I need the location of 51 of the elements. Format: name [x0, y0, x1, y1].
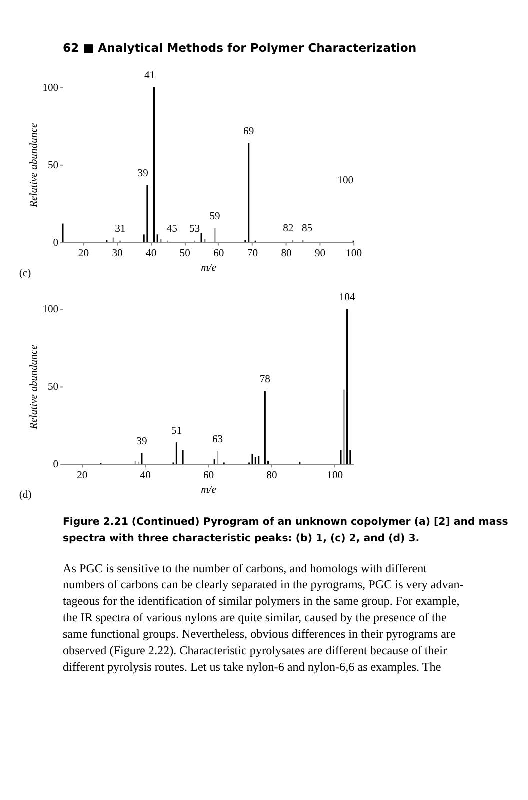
x-tick-label: 60: [203, 470, 214, 482]
x-tick-label: 80: [266, 470, 278, 482]
x-tick-label: 80: [281, 248, 292, 260]
x-axis-title: m/e: [201, 262, 217, 274]
text: observed (Figure 2.22). Characteristic pyrolysates are different because of their: [62, 644, 448, 658]
annotation: 63: [212, 434, 224, 446]
text: numbers of carbons can be clearly separated in the pyrograms, PGC is very advan-: [62, 578, 464, 592]
x-tick-label: 40: [140, 470, 151, 482]
annotation: 85: [302, 223, 313, 234]
annotation: 82: [283, 223, 294, 234]
x-tick-label: 100: [346, 248, 362, 260]
text: (c): [19, 268, 32, 280]
text: spectra with three characteristic peaks: (b) 1, (c) 2, and (d) 3.: [62, 533, 420, 544]
annotation: 45: [166, 224, 178, 236]
y-axis-title: Relative abundance: [28, 344, 40, 430]
annotation: 78: [260, 374, 270, 386]
x-tick-label: 100: [327, 470, 344, 482]
caption: Figure 2.21 (Continued) Pyrogram of an unknown copolymer (a) [2] and mass: [62, 516, 508, 528]
x-tick-label: 60: [214, 248, 224, 260]
x-tick-label: 20: [77, 470, 88, 482]
annotation: 100: [338, 175, 354, 186]
x-tick-label: 50: [180, 248, 190, 260]
x-tick-label: 20: [78, 248, 90, 260]
annotation: 69: [244, 126, 254, 138]
annotation: 104: [339, 292, 356, 304]
annotation: 39: [136, 436, 148, 448]
x-tick-label: 90: [314, 248, 326, 260]
annotation: 59: [210, 212, 220, 223]
y-tick-label: 0: [53, 460, 59, 471]
x-tick-label: 70: [247, 248, 258, 260]
y-tick-label: 50: [48, 160, 59, 172]
text: different pyrolysis routes. Let us take nylon-6 and nylon-6,6 as examples. The: [62, 660, 442, 674]
text: same functional groups. Nevertheless, obvious differences in their pyrograms are: [62, 627, 456, 642]
annotation: 39: [138, 168, 148, 180]
text: (d): [19, 490, 32, 502]
y-tick-label: 100: [42, 82, 59, 94]
text: 62 ■ Analytical Methods for Polymer Characterization: [62, 41, 417, 56]
text: As PGC is sensitive to the number of carbons, and homologs with different: [62, 561, 428, 576]
x-axis-title: m/e: [201, 484, 217, 496]
annotation: 31: [115, 224, 126, 236]
x-tick-label: 30: [112, 248, 123, 260]
y-tick-label: 50: [48, 382, 59, 394]
annotation: 53: [189, 224, 200, 236]
annotation: 41: [144, 70, 156, 82]
x-tick-label: 40: [146, 248, 157, 260]
annotation: 51: [171, 426, 182, 437]
y-tick-label: 100: [42, 304, 59, 316]
text: tageous for the identification of similar polymers in the same group. For example,: [62, 594, 460, 608]
y-axis-title: Relative abundance: [28, 123, 40, 208]
text: the IR spectra of various nylons are quite similar, caused by the presence of the: [62, 610, 447, 625]
y-tick-label: 0: [53, 238, 59, 249]
